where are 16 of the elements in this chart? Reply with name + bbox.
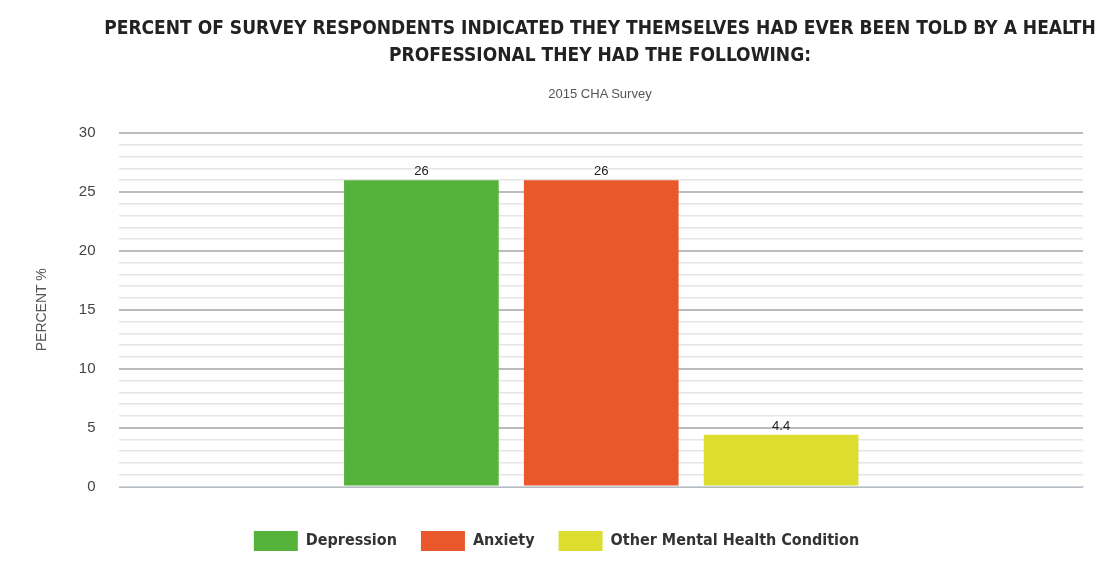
y-tick-label: 20	[78, 241, 96, 259]
chart-title: PERCENT OF SURVEY RESPONDENTS INDICATED THEY THEMSELVES HAD EVER BEEN TOLD BY A HEALTH PROFESSIONAL THEY HAD THE FOLLOWING:	[103, 15, 1097, 67]
legend-label: Other Mental Health Condition	[610, 530, 860, 550]
legend-label: Anxiety	[472, 530, 536, 550]
y-axis-title: PERCENT %	[33, 268, 50, 352]
chart-subtitle: 2015 CHA Survey	[547, 86, 653, 101]
y-tick-label: 10	[78, 358, 96, 376]
y-tick-label: 25	[78, 182, 96, 200]
data-label: 26	[594, 163, 609, 179]
data-label: 4.4	[772, 417, 791, 433]
y-tick-label: 5	[87, 417, 96, 435]
y-tick-label: 30	[78, 123, 96, 141]
legend-label: Depression	[305, 530, 397, 550]
y-tick-label: 0	[87, 476, 96, 494]
data-label: 26	[414, 163, 429, 179]
y-tick-label: 15	[78, 299, 96, 317]
